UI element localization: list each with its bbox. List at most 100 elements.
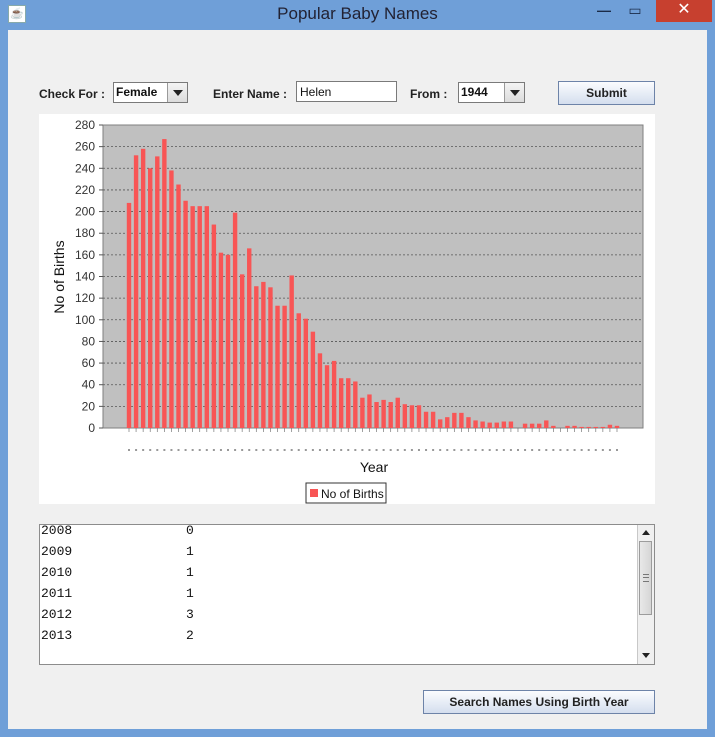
bar (473, 420, 478, 428)
bar (409, 405, 415, 428)
bar (346, 378, 351, 428)
legend-box (305, 482, 387, 504)
bar (148, 168, 153, 428)
bar (508, 421, 514, 428)
bar (303, 318, 309, 428)
chevron-down-icon[interactable] (167, 83, 187, 102)
bar (551, 425, 556, 428)
y-tick-label: 120 (75, 291, 95, 305)
bar (232, 212, 238, 428)
result-year: 2009 (41, 544, 73, 559)
bar (459, 412, 464, 428)
bar (402, 404, 408, 428)
result-count: 1 (186, 565, 194, 580)
y-tick-label: 20 (82, 399, 96, 413)
bar (155, 156, 160, 428)
bar (600, 426, 606, 428)
bar (176, 184, 181, 428)
x-axis-title: Year (360, 459, 389, 475)
bar (423, 411, 429, 428)
search-by-birth-year-button[interactable]: Search Names Using Birth Year (423, 690, 655, 714)
bar (282, 305, 287, 428)
bar (388, 402, 393, 428)
bar (395, 397, 400, 428)
y-axis-title: No of Births (51, 240, 67, 313)
result-count: 1 (186, 544, 194, 559)
births-chart-svg: 020406080100120140160180200220240260280 … (51, 118, 644, 504)
bar (572, 425, 577, 428)
scroll-up-icon[interactable] (638, 525, 654, 541)
bar (416, 405, 422, 428)
bar (317, 353, 323, 428)
name-input[interactable] (296, 81, 397, 102)
scrollbar-thumb[interactable] (639, 541, 652, 615)
legend-label: No of Births (321, 487, 384, 501)
result-count: 3 (186, 607, 194, 622)
chevron-down-icon[interactable] (504, 83, 524, 102)
bar (544, 420, 549, 428)
bar (204, 206, 209, 428)
bar (133, 155, 139, 429)
bar (593, 426, 598, 428)
bar (183, 200, 188, 428)
bar (565, 425, 570, 428)
year-select[interactable]: 1944 (458, 82, 525, 103)
bar (218, 252, 224, 428)
bar (614, 425, 620, 428)
bar (494, 422, 499, 428)
submit-button[interactable]: Submit (558, 81, 655, 105)
bar (310, 331, 316, 428)
bar (501, 421, 507, 428)
close-button[interactable]: ✕ (656, 0, 712, 22)
year-select-value: 1944 (461, 85, 488, 99)
gender-select-value: Female (116, 85, 158, 99)
bar (586, 426, 591, 428)
result-count: 0 (186, 524, 194, 538)
bar (140, 148, 146, 429)
y-tick-label: 200 (75, 205, 95, 219)
gender-select[interactable]: Female (113, 82, 188, 103)
y-tick-label: 240 (75, 161, 95, 175)
bar (529, 423, 535, 428)
bar (338, 378, 344, 428)
main-panel: Check For : Female Enter Name : From : 1… (8, 30, 707, 729)
enter-name-label: Enter Name : (213, 87, 288, 101)
bar (437, 419, 443, 428)
births-chart: 0 20 40 60 80 100 120 140 160 180 200 220 240 260 280 … (39, 114, 655, 504)
bar (360, 397, 365, 428)
y-tick-label: 0 (88, 421, 95, 435)
bar (239, 274, 245, 428)
legend-swatch (310, 489, 318, 497)
bar (324, 365, 330, 428)
result-count: 1 (186, 586, 194, 601)
bar (480, 421, 485, 428)
bar (289, 275, 294, 428)
vertical-scrollbar[interactable] (637, 525, 654, 664)
y-tick-label: 100 (75, 313, 95, 327)
results-text-area[interactable]: 2008 0 2009 1 2010 1 2011 1 2012 3 2013 2 (39, 524, 655, 665)
bar (374, 402, 379, 428)
check-for-label: Check For : (39, 87, 106, 101)
bar (607, 424, 613, 428)
maximize-button[interactable]: ▭ (628, 2, 642, 18)
result-year: 2010 (41, 565, 73, 580)
result-year: 2008 (41, 524, 73, 538)
bar (579, 426, 584, 428)
bar (225, 254, 231, 428)
bar (261, 281, 266, 428)
minimize-button[interactable]: — (597, 2, 611, 18)
bar (247, 248, 252, 428)
bar (466, 417, 471, 428)
window-title: Popular Baby Names (277, 4, 438, 23)
y-tick-label: 60 (82, 356, 96, 370)
bar (537, 423, 542, 428)
result-year: 2013 (41, 628, 73, 643)
bar (353, 381, 358, 428)
bar (162, 139, 167, 428)
y-tick-label: 220 (75, 183, 95, 197)
java-app-icon: ☕ (8, 5, 26, 23)
bar (268, 287, 273, 428)
result-year: 2012 (41, 607, 73, 622)
bar (169, 170, 174, 428)
scroll-down-icon[interactable] (638, 648, 654, 664)
